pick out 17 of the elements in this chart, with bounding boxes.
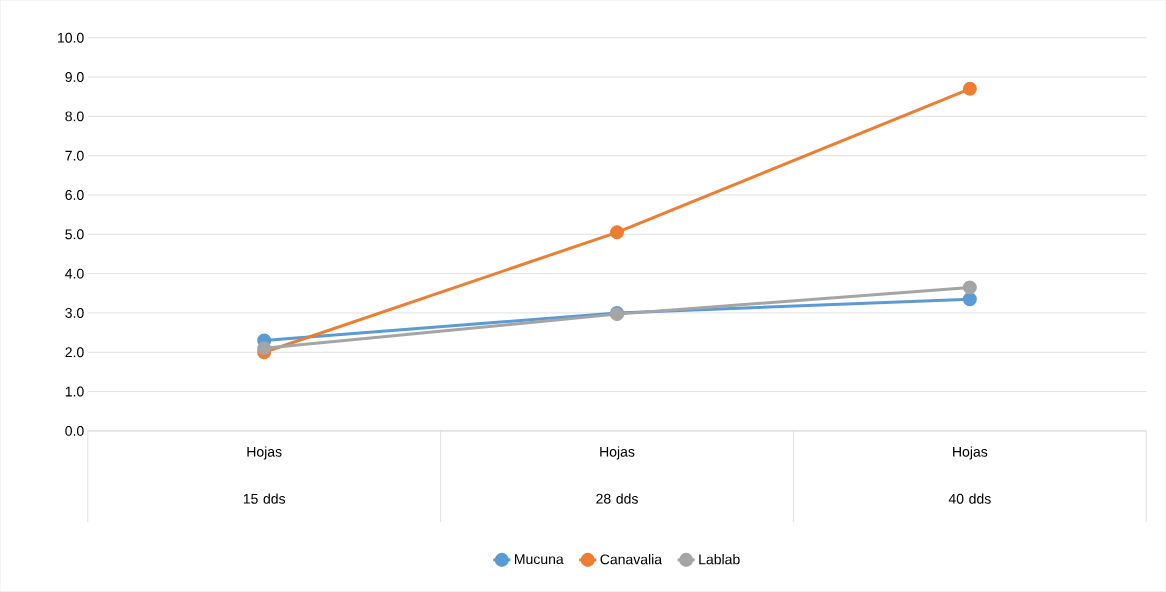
y-tick-label: 3.0 — [65, 308, 84, 319]
legend-label: Canavalia — [600, 554, 663, 565]
legend-label: Mucuna — [515, 554, 564, 565]
legend-label: Lablab — [699, 554, 740, 565]
category-label: Hojas 40 dds — [948, 446, 991, 504]
y-tick-label: 8.0 — [65, 111, 84, 122]
y-tick-label: 9.0 — [65, 72, 84, 83]
y-tick-label: 4.0 — [65, 268, 84, 279]
y-tick-label: 2.0 — [65, 347, 84, 358]
y-tick-label: 1.0 — [65, 386, 84, 397]
y-tick-label: 7.0 — [65, 150, 84, 161]
y-tick-label: 5.0 — [65, 229, 84, 240]
y-tick-label: 10.0 — [58, 32, 84, 43]
y-tick-label: 0.0 — [65, 426, 84, 437]
category-label: Hojas 15 dds — [243, 446, 286, 504]
category-label: Hojas 28 dds — [596, 446, 638, 504]
y-tick-label: 6.0 — [65, 190, 84, 201]
